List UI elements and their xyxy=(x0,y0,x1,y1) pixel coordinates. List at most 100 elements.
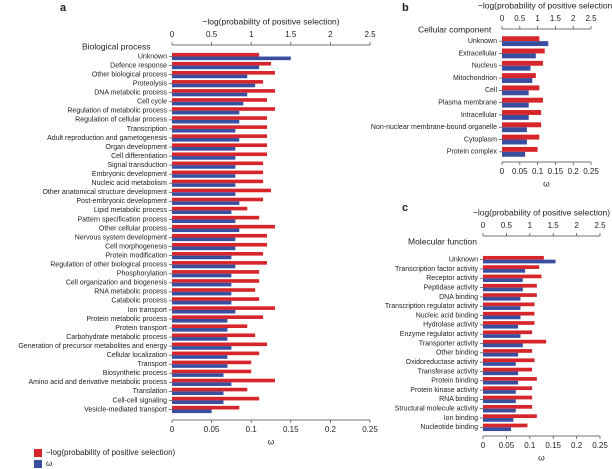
bar xyxy=(483,362,516,366)
bar xyxy=(483,427,512,432)
bar xyxy=(172,400,224,405)
bar xyxy=(483,278,523,283)
bar xyxy=(483,418,514,422)
top-tick-label: 1 xyxy=(535,14,540,23)
category-label: Cell morphogenesis xyxy=(105,243,167,250)
bar xyxy=(483,265,540,269)
bar xyxy=(172,355,228,359)
bar xyxy=(483,395,533,400)
category-label: Transcription factor activity xyxy=(395,266,478,273)
category-label: Transcription regulator activity xyxy=(385,303,479,310)
bottom-tick-label: 0.2 xyxy=(568,167,580,176)
bar xyxy=(172,405,240,410)
category-label: Nervous system development xyxy=(75,234,167,241)
bar xyxy=(172,134,268,138)
category-label: Proteolysis xyxy=(133,81,168,88)
bar xyxy=(502,85,540,91)
category-label: Vesicle-mediated transport xyxy=(84,406,167,413)
bar xyxy=(172,61,271,66)
bar xyxy=(172,360,252,365)
category-label: Extracellular xyxy=(458,50,497,57)
category-label: Cellular localization xyxy=(107,352,167,359)
category-label: Translation xyxy=(133,388,167,395)
bar xyxy=(172,119,240,124)
bottom-tick-label: 0.25 xyxy=(362,425,378,434)
top-tick-label: 1 xyxy=(528,221,533,230)
bar xyxy=(483,371,519,376)
bar xyxy=(172,282,232,287)
bar xyxy=(483,399,516,404)
category-label: Protein complex xyxy=(447,149,498,156)
bar xyxy=(483,343,523,348)
bar xyxy=(172,324,248,329)
bar xyxy=(502,127,527,133)
category-label: Embryonic development xyxy=(92,171,167,178)
bar xyxy=(483,349,533,353)
bar xyxy=(172,288,256,292)
bar xyxy=(172,197,264,202)
bottom-tick-label: 0.05 xyxy=(204,425,220,434)
bar xyxy=(172,137,240,142)
bar xyxy=(172,264,236,269)
bar xyxy=(483,283,537,288)
legend-label: −log(probability of positive selection) xyxy=(46,448,176,457)
top-tick-label: 0 xyxy=(170,30,175,39)
category-label: Protein transport xyxy=(115,325,167,332)
bar xyxy=(483,423,528,428)
category-label: DNA metabolic process xyxy=(94,90,167,97)
category-label: Transport xyxy=(137,361,167,368)
bar xyxy=(502,53,536,59)
bar xyxy=(172,147,236,151)
bottom-tick-label: 0 xyxy=(481,441,486,450)
bar xyxy=(483,408,516,413)
bar xyxy=(172,92,248,97)
category-label: Nucleic acid metabolism xyxy=(92,180,168,187)
bar xyxy=(172,170,264,175)
bar xyxy=(172,128,236,133)
category-label: Catabolic process xyxy=(111,298,167,305)
category-label: Regulation of metabolic process xyxy=(67,108,167,115)
bar xyxy=(172,219,236,224)
bar xyxy=(172,255,232,260)
top-axis-label: −log(probability of positive selection) xyxy=(473,207,610,217)
category-label: Post-embryonic development xyxy=(76,198,167,205)
bar xyxy=(172,174,236,178)
bar xyxy=(483,255,544,260)
bar xyxy=(483,380,519,385)
bar xyxy=(483,324,519,329)
category-label: Unknown xyxy=(449,257,478,264)
top-tick-label: 1.5 xyxy=(550,14,562,23)
category-label: RNA metabolic process xyxy=(94,289,167,296)
bar xyxy=(483,306,521,310)
bar xyxy=(172,52,260,57)
legend-label: ω xyxy=(46,459,52,468)
bar xyxy=(172,300,232,305)
bar xyxy=(172,228,240,233)
bar xyxy=(172,270,260,274)
bar xyxy=(172,333,256,338)
bar xyxy=(172,206,248,211)
bar xyxy=(172,409,212,414)
panel-title: Cellular component xyxy=(418,24,492,34)
bar xyxy=(172,351,260,356)
category-label: Defence response xyxy=(110,62,167,69)
panel-label: c xyxy=(402,202,408,214)
bar xyxy=(483,414,537,419)
category-label: Peptidase activity xyxy=(424,284,479,291)
category-label: Nucleotide binding xyxy=(420,424,478,431)
category-label: Nucleic acid binding xyxy=(416,312,478,319)
top-tick-label: 2.5 xyxy=(585,14,597,23)
category-label: Transporter activity xyxy=(419,340,479,347)
top-tick-label: 2 xyxy=(328,30,333,39)
category-label: Other cellular process xyxy=(99,225,168,232)
top-tick-label: 1.5 xyxy=(285,30,297,39)
bottom-tick-label: 0.1 xyxy=(524,441,536,450)
bar xyxy=(483,296,521,301)
bar xyxy=(172,179,264,184)
category-label: Ion transport xyxy=(128,307,167,314)
bottom-tick-label: 0.1 xyxy=(532,167,544,176)
category-label: Enzyme regulator activity xyxy=(400,331,479,338)
category-label: Receptor activity xyxy=(426,275,478,282)
bar xyxy=(172,279,260,283)
